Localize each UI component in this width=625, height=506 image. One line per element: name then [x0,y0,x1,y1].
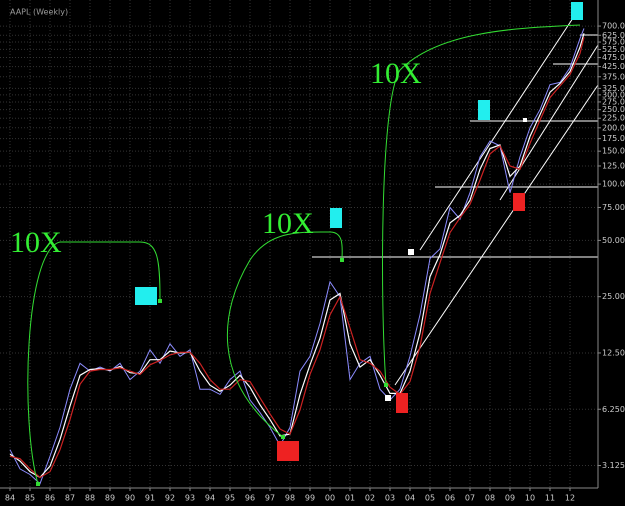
marker [523,118,527,122]
ten-x-curve [226,231,343,438]
y-tick-label: 475.000 [602,53,625,62]
y-tick-label: 25.000 [602,292,625,301]
y-tick-label: 125.000 [602,161,625,170]
x-tick-label: 97 [265,494,275,503]
marker [277,441,299,461]
x-tick-label: 96 [245,494,255,503]
marker [408,249,414,255]
plot [9,28,585,485]
y-tick-label: 175.000 [602,134,625,143]
x-tick-label: 89 [105,494,115,503]
channel-line [499,44,599,201]
annotation-lines [312,14,599,386]
y-tick-label: 525.000 [602,45,625,54]
x-tick-label: 98 [285,494,295,503]
marker [330,208,342,228]
x-tick-label: 11 [545,494,555,503]
x-tick-label: 12 [565,494,575,503]
y-tick-label: 375.000 [602,72,625,81]
y-tick-label: 700.000 [602,22,625,31]
grid [0,0,598,488]
annotation: 10X [262,207,314,240]
x-tick-label: 09 [505,494,515,503]
x-tick-label: 00 [325,494,335,503]
x-tick-label: 07 [465,494,475,503]
marker [135,287,157,305]
x-tick-label: 87 [65,494,75,503]
y-tick-label: 12.500 [602,348,625,357]
ten-x-curve [382,24,581,386]
marker [36,482,40,486]
chart-title: AAPL (Weekly) [10,8,68,17]
y-tick-label: 200.000 [602,123,625,132]
annotation-curves [27,24,581,485]
x-tick-label: 03 [385,494,395,503]
y-tick-label: 6.250 [602,405,625,414]
x-tick-label: 08 [485,494,495,503]
x-tick-label: 94 [205,494,215,503]
x-tick-label: 95 [225,494,235,503]
x-tick-label: 92 [165,494,175,503]
annotation: 10X [370,57,422,90]
markers [36,2,583,486]
x-tick-label: 90 [125,494,135,503]
annotation: 10X [10,226,62,259]
x-tick-label: 02 [365,494,375,503]
x-tick-label: 05 [425,494,435,503]
x-tick-label: 91 [145,494,155,503]
x-tick-label: 04 [405,494,415,503]
y-tick-label: 250.000 [602,105,625,114]
y-tick-label: 275.000 [602,97,625,106]
y-tick-label: 325.000 [602,84,625,93]
marker [158,299,162,303]
x-tick-label: 01 [345,494,355,503]
x-tick-label: 86 [45,494,55,503]
channel-line [394,84,599,386]
x-tick-label: 10 [525,494,535,503]
x-tick-label: 85 [25,494,35,503]
marker [478,100,490,120]
y-tick-label: 425.000 [602,62,625,71]
y-tick-label: 225.000 [602,114,625,123]
y-tick-label: 150.000 [602,147,625,156]
x-tick-label: 84 [5,494,15,503]
x-tick-label: 99 [305,494,315,503]
marker [281,435,285,439]
y-tick-label: 75.000 [602,203,625,212]
y-tick-label: 3.125 [602,461,625,470]
x-tick-label: 88 [85,494,95,503]
marker [513,193,525,211]
marker [384,383,388,387]
y-tick-label: 625.000 [602,31,625,40]
ten-x-curve [27,241,161,485]
y-tick-label: 100.000 [602,180,625,189]
marker [571,2,583,20]
x-tick-label: 06 [445,494,455,503]
marker [396,393,408,413]
marker [385,395,391,401]
y-tick-label: 575.000 [602,38,625,47]
y-tick-label: 300.000 [602,90,625,99]
series-line [9,37,585,479]
marker [340,258,344,262]
x-tick-label: 93 [185,494,195,503]
channel-line [419,14,576,251]
y-tick-label: 50.000 [602,236,625,245]
